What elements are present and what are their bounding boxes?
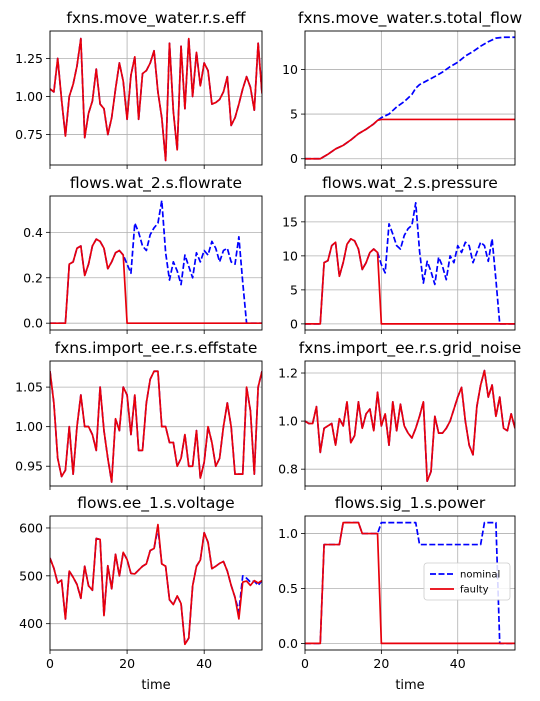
subplot-title: fxns.move_water.r.s.eff bbox=[66, 9, 246, 28]
axes-frame bbox=[304, 515, 516, 651]
series-line-faulty bbox=[305, 369, 515, 483]
y-tick-label: 600 bbox=[19, 520, 43, 535]
y-tick-label: 400 bbox=[19, 616, 43, 631]
subplot-title: flows.wat_2.s.flowrate bbox=[70, 174, 242, 193]
y-tick-label: 1.0 bbox=[278, 526, 298, 541]
y-tick-label: 0.8 bbox=[278, 462, 298, 477]
y-tick-label: 0.4 bbox=[23, 225, 43, 240]
y-tick-label: 500 bbox=[19, 568, 43, 583]
series-line-faulty bbox=[305, 238, 515, 325]
x-tick-label: 20 bbox=[373, 656, 389, 671]
subplot-3: 0.0 0.2 0.4 flows.wat_2.s.flowrate bbox=[23, 174, 263, 334]
subplot-title: fxns.import_ee.r.s.effstate bbox=[55, 339, 258, 358]
subplot-1: 0.75 1.00 1.25 fxns.move_water.r.s.eff bbox=[15, 9, 263, 169]
y-tick-label: 15 bbox=[282, 214, 298, 229]
y-tick-label: 1.00 bbox=[15, 419, 43, 434]
x-tick-label: 40 bbox=[450, 656, 466, 671]
y-tick-label: 0.0 bbox=[278, 636, 298, 651]
subplot-title: flows.wat_2.s.pressure bbox=[322, 174, 498, 193]
y-tick-label: 1.2 bbox=[278, 366, 298, 381]
subplot-4: 0 5 10 15 flows.wat_2.s.pressure bbox=[282, 174, 516, 334]
series-line-faulty bbox=[305, 118, 515, 160]
axes-frame bbox=[49, 195, 263, 331]
series-line-nominal bbox=[50, 199, 262, 325]
y-tick-label: 5 bbox=[290, 282, 298, 297]
y-tick-label: 1.25 bbox=[15, 51, 43, 66]
series-line-nominal bbox=[305, 36, 515, 160]
axes-frame bbox=[304, 360, 516, 487]
y-tick-label: 10 bbox=[282, 248, 298, 263]
axes-frame bbox=[304, 195, 516, 331]
subplot-title: flows.ee_1.s.voltage bbox=[77, 494, 234, 513]
y-tick-label: 10 bbox=[282, 62, 298, 77]
y-tick-label: 1.0 bbox=[278, 414, 298, 429]
x-tick-label: 0 bbox=[301, 656, 309, 671]
axes-frame bbox=[304, 30, 516, 166]
series-line-faulty bbox=[50, 238, 262, 325]
legend: nominal faulty bbox=[423, 562, 511, 601]
y-tick-label: 0.0 bbox=[23, 316, 43, 331]
y-tick-label: 0.75 bbox=[15, 127, 43, 142]
series-line-faulty bbox=[50, 523, 262, 646]
axes-frame bbox=[49, 360, 263, 487]
x-tick-label: 20 bbox=[119, 656, 135, 671]
axes-frame bbox=[49, 30, 263, 166]
series-line-faulty bbox=[50, 370, 262, 483]
series-line-nominal bbox=[305, 369, 515, 483]
y-tick-label: 0.95 bbox=[15, 459, 43, 474]
y-tick-label: 5 bbox=[290, 107, 298, 122]
subplot-title: flows.sig_1.s.power bbox=[335, 494, 486, 513]
legend-label-nominal: nominal bbox=[460, 570, 500, 581]
legend-box bbox=[423, 562, 511, 601]
y-tick-label: 0 bbox=[290, 316, 298, 331]
series-line-faulty bbox=[305, 521, 515, 645]
x-tick-label: 40 bbox=[196, 656, 212, 671]
series-line-faulty bbox=[50, 37, 262, 162]
subplot-5: 0.95 1.00 1.05 fxns.import_ee.r.s.effstate bbox=[15, 339, 263, 490]
series-line-nominal bbox=[305, 201, 515, 325]
x-axis-label: time bbox=[395, 678, 424, 693]
x-tick-label: 0 bbox=[46, 656, 54, 671]
subplot-title: fxns.import_ee.r.s.grid_noise bbox=[299, 339, 522, 358]
y-tick-label: 0.5 bbox=[278, 581, 298, 596]
y-tick-label: 0.2 bbox=[23, 270, 43, 285]
x-axis-label: time bbox=[141, 678, 170, 693]
y-tick-label: 1.05 bbox=[15, 380, 43, 395]
legend-label-faulty: faulty bbox=[460, 585, 489, 596]
y-tick-label: 1.00 bbox=[15, 89, 43, 104]
subplot-2: 0 5 10 fxns.move_water.s.total_flow bbox=[282, 9, 522, 169]
subplot-title: fxns.move_water.s.total_flow bbox=[298, 9, 523, 28]
axes-frame bbox=[49, 515, 263, 651]
y-tick-label: 0 bbox=[290, 151, 298, 166]
